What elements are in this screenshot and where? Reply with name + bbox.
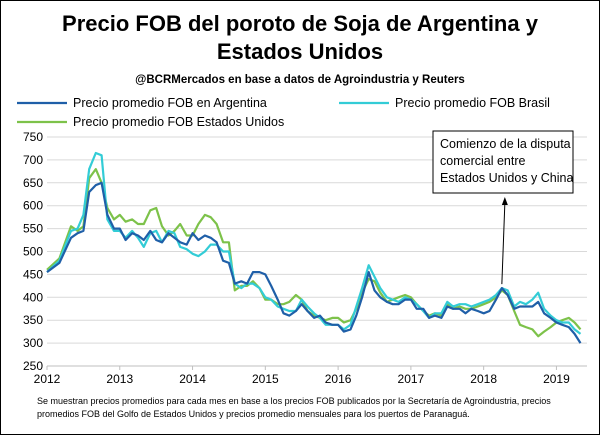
y-tick-label-400: 400 [23,290,43,304]
footnote-line1: Se muestran precios promedios para cada … [37,396,551,406]
y-tick-label-250: 250 [23,359,43,373]
legend-label-1: Precio promedio FOB en Argentina [73,96,267,110]
y-tick-label-600: 600 [23,199,43,213]
x-tick-label-2015: 2015 [252,372,279,386]
y-tick-label-300: 300 [23,336,43,350]
x-tick-label-2018: 2018 [470,372,497,386]
series-line-3 [46,168,582,338]
footnote-line2: promedios FOB del Golfo de Estados Unido… [37,409,470,419]
x-tick-label-2019: 2019 [543,372,570,386]
y-tick-label-450: 450 [23,267,43,281]
series-layer [46,151,582,344]
series-line-1 [46,181,582,344]
y-tick-label-650: 650 [23,176,43,190]
chart-subtitle: @BCRMercados en base a datos de Agroindu… [135,74,465,86]
y-tick-label-500: 500 [23,245,43,259]
y-tick-label-550: 550 [23,222,43,236]
y-tick-label-350: 350 [23,313,43,327]
annotation-line-2: comercial entre [440,154,525,168]
x-tick-label-2016: 2016 [325,372,352,386]
x-tick-label-2013: 2013 [106,372,133,386]
x-tick-label-2014: 2014 [179,372,206,386]
legend: Precio promedio FOB en Argentina Precio p… [17,96,550,129]
y-axis: 250 300 350 400 450 500 550 600 650 700 750 [23,130,43,373]
annotation-line-1: Comienzo de la disputa [440,137,571,151]
annotation-box [432,130,574,194]
y-tick-label-700: 700 [23,153,43,167]
legend-label-2: Precio promedio FOB Brasil [395,96,550,110]
chart-title-line1: Precio FOB del poroto de Soja de Argenti… [62,11,539,36]
x-axis: 2012 2013 2014 2015 2016 2017 2018 2019 [34,365,587,386]
x-tick-label-2017: 2017 [398,372,425,386]
legend-label-3: Precio promedio FOB Estados Unidos [73,115,284,129]
annotation-line-3: Estados Unidos y China [440,171,573,185]
annotation-arrow-line [501,202,506,285]
annotation-arrow-head [501,197,508,205]
x-tick-label-2012: 2012 [34,372,61,386]
chart-title-line2: Estados Unidos [217,39,383,64]
annotation: Comienzo de la disputa comercial entre Est… [432,130,574,285]
series-line-2 [46,151,582,335]
y-tick-label-750: 750 [23,130,43,144]
